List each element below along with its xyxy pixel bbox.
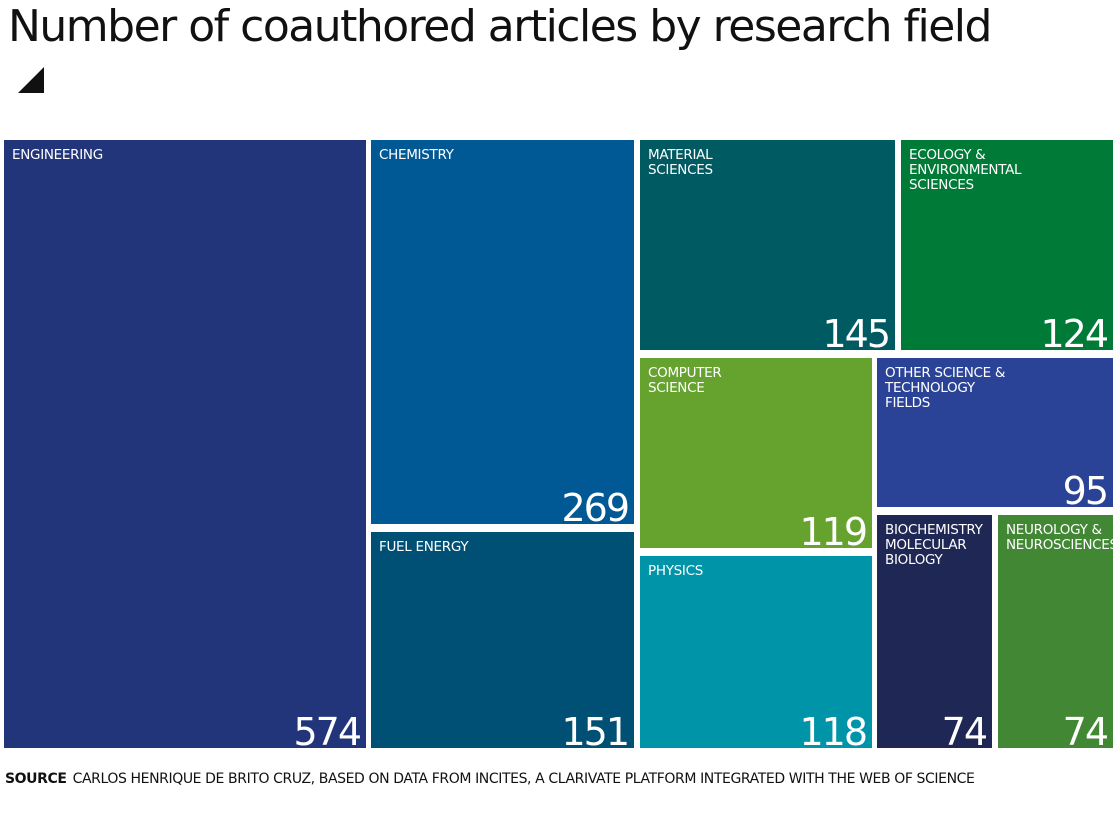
source-label: SOURCE [5,771,67,787]
cell-label: MATERIAL SCIENCES [648,147,713,178]
cell-value: 74 [1062,710,1109,748]
cell-label: ECOLOGY & ENVIRONMENTAL SCIENCES [909,147,1022,193]
chart-title: Number of coauthored articles by researc… [8,2,1008,102]
treemap-cell: PHYSICS 118 [640,556,872,748]
treemap-cell: BIOCHEMISTRY MOLECULAR BIOLOGY 74 [877,515,992,748]
source-text: CARLOS HENRIQUE DE BRITO CRUZ, BASED ON … [72,771,975,787]
treemap-cell: FUEL ENERGY 151 [371,532,634,748]
cell-value: 269 [561,486,630,524]
cell-label: NEUROLOGY & NEUROSCIENCES [1006,522,1113,553]
cell-label: OTHER SCIENCE & TECHNOLOGY FIELDS [885,365,1006,411]
treemap-cell: ENGINEERING 574 [4,140,366,748]
cell-label: PHYSICS [648,563,703,579]
treemap-cell: MATERIAL SCIENCES 145 [640,140,895,350]
cell-label: BIOCHEMISTRY MOLECULAR BIOLOGY [885,522,983,568]
treemap-cell: NEUROLOGY & NEUROSCIENCES 74 [998,515,1113,748]
cell-label: ENGINEERING [12,147,103,163]
treemap-cell: CHEMISTRY 269 [371,140,634,524]
treemap-cell: OTHER SCIENCE & TECHNOLOGY FIELDS 95 [877,358,1113,507]
cell-value: 74 [941,710,988,748]
treemap-cell: COMPUTER SCIENCE 119 [640,358,872,548]
cell-value: 118 [799,710,868,748]
cell-label: CHEMISTRY [379,147,454,163]
cell-value: 574 [293,710,362,748]
source-note: SOURCE CARLOS HENRIQUE DE BRITO CRUZ, BAS… [5,771,1015,787]
cell-label: COMPUTER SCIENCE [648,365,722,396]
cell-value: 95 [1062,469,1109,507]
treemap-cell: ECOLOGY & ENVIRONMENTAL SCIENCES 124 [901,140,1113,350]
cell-value: 124 [1040,312,1109,350]
triangle-icon [18,67,44,93]
cell-value: 151 [561,710,630,748]
cell-value: 119 [799,510,868,548]
cell-value: 145 [822,312,891,350]
cell-label: FUEL ENERGY [379,539,469,555]
